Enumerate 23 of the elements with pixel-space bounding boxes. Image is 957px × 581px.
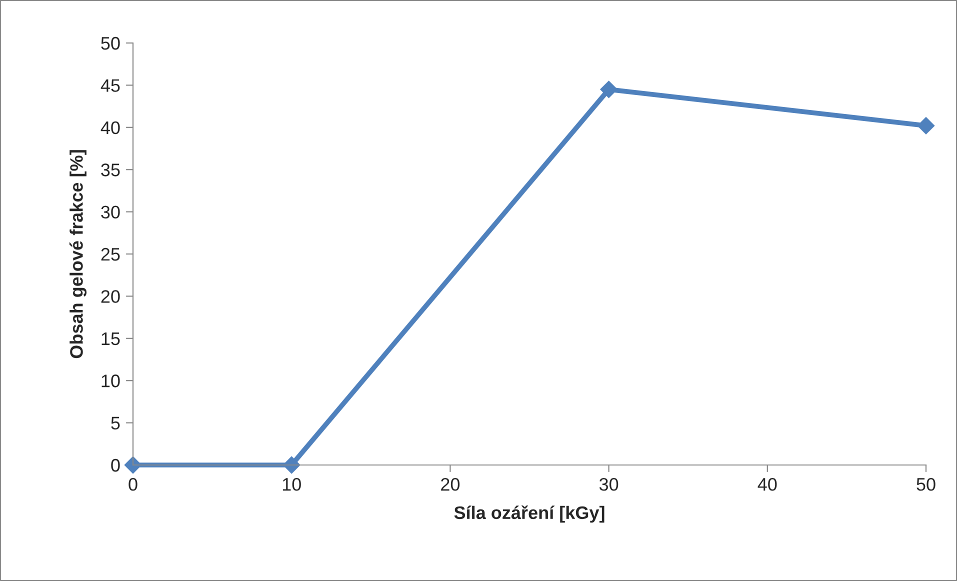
y-tick-label: 25 <box>101 248 120 261</box>
y-tick-label: 10 <box>102 374 120 388</box>
y-tick-label: 20 <box>101 290 120 303</box>
x-tick-label: 50 <box>916 478 936 491</box>
x-tick-label: 40 <box>758 478 777 491</box>
x-tick-label: 10 <box>282 478 301 491</box>
point <box>124 456 142 474</box>
point <box>282 456 300 474</box>
point <box>600 80 618 98</box>
point <box>917 116 935 135</box>
x-axis-title: Síla ozáření [kGy] <box>454 505 604 523</box>
y-tick-label: 30 <box>101 206 120 219</box>
y-tick-label: 0 <box>111 458 120 472</box>
y-tick-label: 50 <box>101 36 120 50</box>
x-tick-label: 30 <box>599 478 618 491</box>
y-tick-label: 35 <box>101 164 120 176</box>
y-tick-label: 15 <box>102 332 120 346</box>
y-tick-label: 5 <box>111 416 120 430</box>
x-tick-label: 20 <box>441 478 460 491</box>
x-tick-label: 0 <box>128 478 138 491</box>
y-tick-label: 40 <box>100 121 120 134</box>
y-axis-title: Obsah gelové frakce [%] <box>69 150 87 358</box>
y-tick-label: 45 <box>100 79 120 92</box>
